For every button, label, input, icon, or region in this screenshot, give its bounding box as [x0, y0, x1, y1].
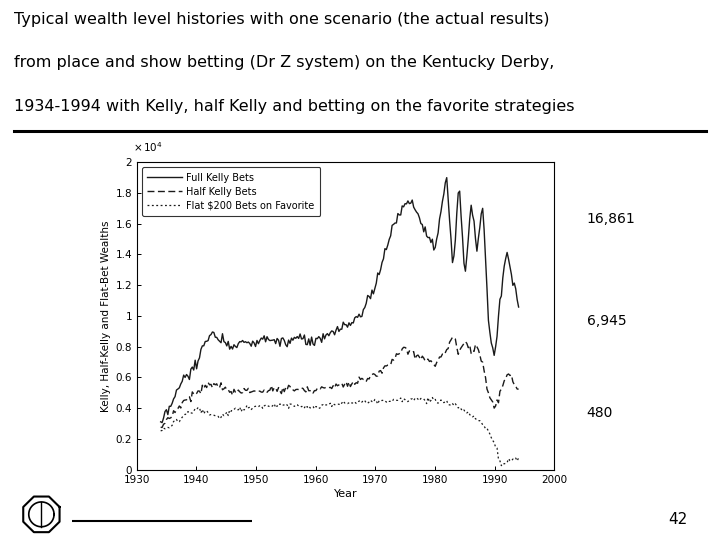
Flat $200 Bets on Favorite	[305, 403, 313, 409]
Half Kelly Bets	[217, 380, 225, 386]
Flat $200 Bets on Favorite	[300, 404, 309, 411]
Flat $200 Bets on Favorite	[364, 400, 372, 407]
Flat $200 Bets on Favorite	[514, 455, 523, 461]
Text: from place and show betting (Dr Z system) on the Kentucky Derby,: from place and show betting (Dr Z system…	[14, 56, 555, 70]
Half Kelly Bets	[448, 334, 456, 340]
Text: 1934-1994 with Kelly, half Kelly and betting on the favorite strategies: 1934-1994 with Kelly, half Kelly and bet…	[14, 99, 575, 114]
Line: Full Kelly Bets: Full Kelly Bets	[161, 178, 518, 423]
Line: Half Kelly Bets: Half Kelly Bets	[161, 337, 518, 428]
Flat $200 Bets on Favorite	[428, 394, 436, 401]
Half Kelly Bets	[405, 348, 414, 354]
Flat $200 Bets on Favorite	[156, 428, 165, 434]
Full Kelly Bets	[503, 249, 511, 255]
Half Kelly Bets	[514, 386, 523, 393]
Text: 480: 480	[587, 406, 613, 420]
Full Kelly Bets	[514, 304, 523, 310]
Flat $200 Bets on Favorite	[404, 399, 413, 405]
Full Kelly Bets	[442, 174, 451, 181]
Half Kelly Bets	[302, 389, 310, 395]
Text: 6,945: 6,945	[587, 314, 626, 328]
Text: $\times\,10^4$: $\times\,10^4$	[132, 140, 163, 154]
Half Kelly Bets	[365, 376, 374, 382]
Full Kelly Bets	[302, 341, 310, 348]
Flat $200 Bets on Favorite	[215, 415, 224, 422]
Text: 42: 42	[668, 511, 688, 526]
Half Kelly Bets	[306, 387, 315, 394]
Full Kelly Bets	[405, 200, 414, 207]
Full Kelly Bets	[365, 293, 374, 300]
Line: Flat $200 Bets on Favorite: Flat $200 Bets on Favorite	[161, 397, 518, 465]
X-axis label: Year: Year	[334, 489, 357, 499]
Full Kelly Bets	[306, 342, 315, 348]
Flat $200 Bets on Favorite	[497, 462, 505, 469]
Half Kelly Bets	[158, 424, 166, 431]
Text: 16,861: 16,861	[587, 212, 636, 226]
Full Kelly Bets	[156, 418, 165, 425]
Text: Typical wealth level histories with one scenario (the actual results): Typical wealth level histories with one …	[14, 12, 550, 26]
Full Kelly Bets	[217, 340, 225, 346]
Full Kelly Bets	[158, 420, 166, 426]
Flat $200 Bets on Favorite	[503, 460, 511, 466]
Half Kelly Bets	[503, 372, 511, 378]
Y-axis label: Kelly, Half-Kelly and Flat-Bet Wealths: Kelly, Half-Kelly and Flat-Bet Wealths	[101, 220, 111, 411]
Legend: Full Kelly Bets, Half Kelly Bets, Flat $200 Bets on Favorite: Full Kelly Bets, Half Kelly Bets, Flat $…	[142, 167, 320, 217]
Half Kelly Bets	[156, 424, 165, 430]
